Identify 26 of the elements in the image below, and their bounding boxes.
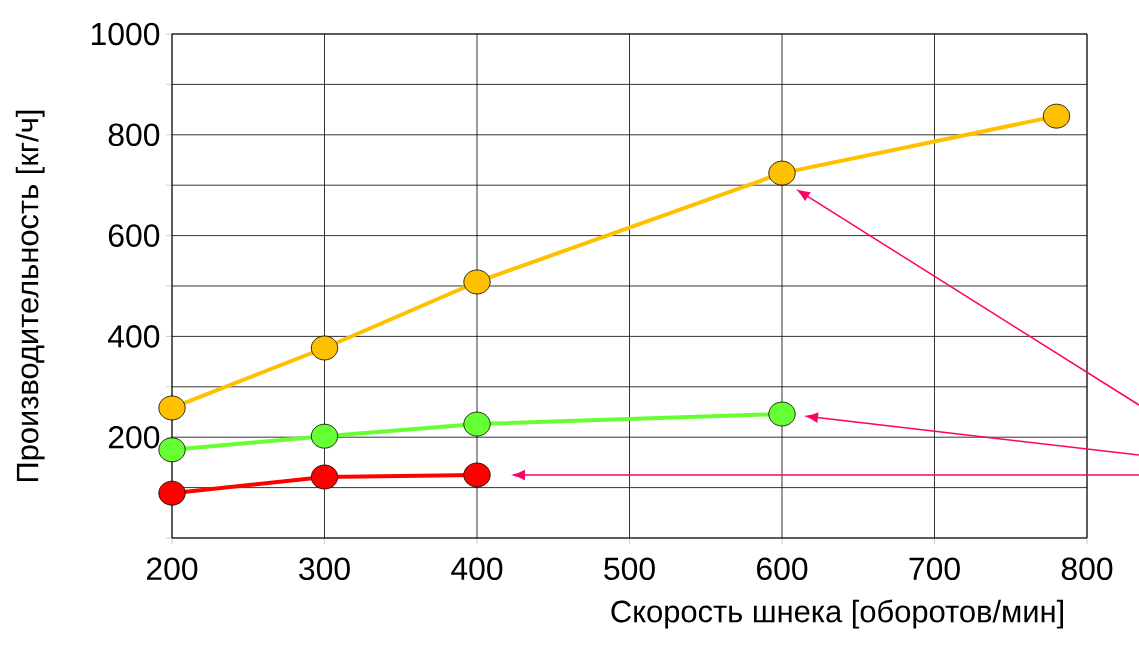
point	[310, 423, 339, 449]
y-tick-label: 1000	[91, 22, 160, 46]
y-tick-label: 200	[108, 425, 160, 449]
point	[1042, 103, 1071, 129]
x-tick-label: 400	[451, 557, 503, 581]
point	[158, 395, 186, 421]
x-tick-label: 700	[909, 557, 960, 581]
y-axis-title: Производительность [кг/ч]	[15, 110, 45, 482]
point	[158, 437, 186, 463]
x-tick-label: 500	[604, 557, 655, 581]
point	[463, 462, 491, 488]
x-axis-title: Скорость шнека [оборотов/мин]	[611, 599, 1063, 629]
point	[310, 335, 339, 361]
point	[310, 464, 339, 490]
y-tick-label: 800	[108, 123, 160, 147]
y-tick-label: 400	[108, 325, 160, 348]
x-tick-label: 800	[1061, 557, 1113, 581]
point	[463, 269, 491, 295]
point	[463, 411, 491, 437]
point	[768, 160, 796, 186]
y-tick-label: 600	[108, 224, 160, 247]
x-tick-label: 300	[299, 557, 350, 581]
point	[158, 480, 186, 506]
x-tick-label: 200	[147, 557, 198, 581]
point	[768, 401, 796, 427]
x-tick-label: 600	[757, 557, 808, 581]
